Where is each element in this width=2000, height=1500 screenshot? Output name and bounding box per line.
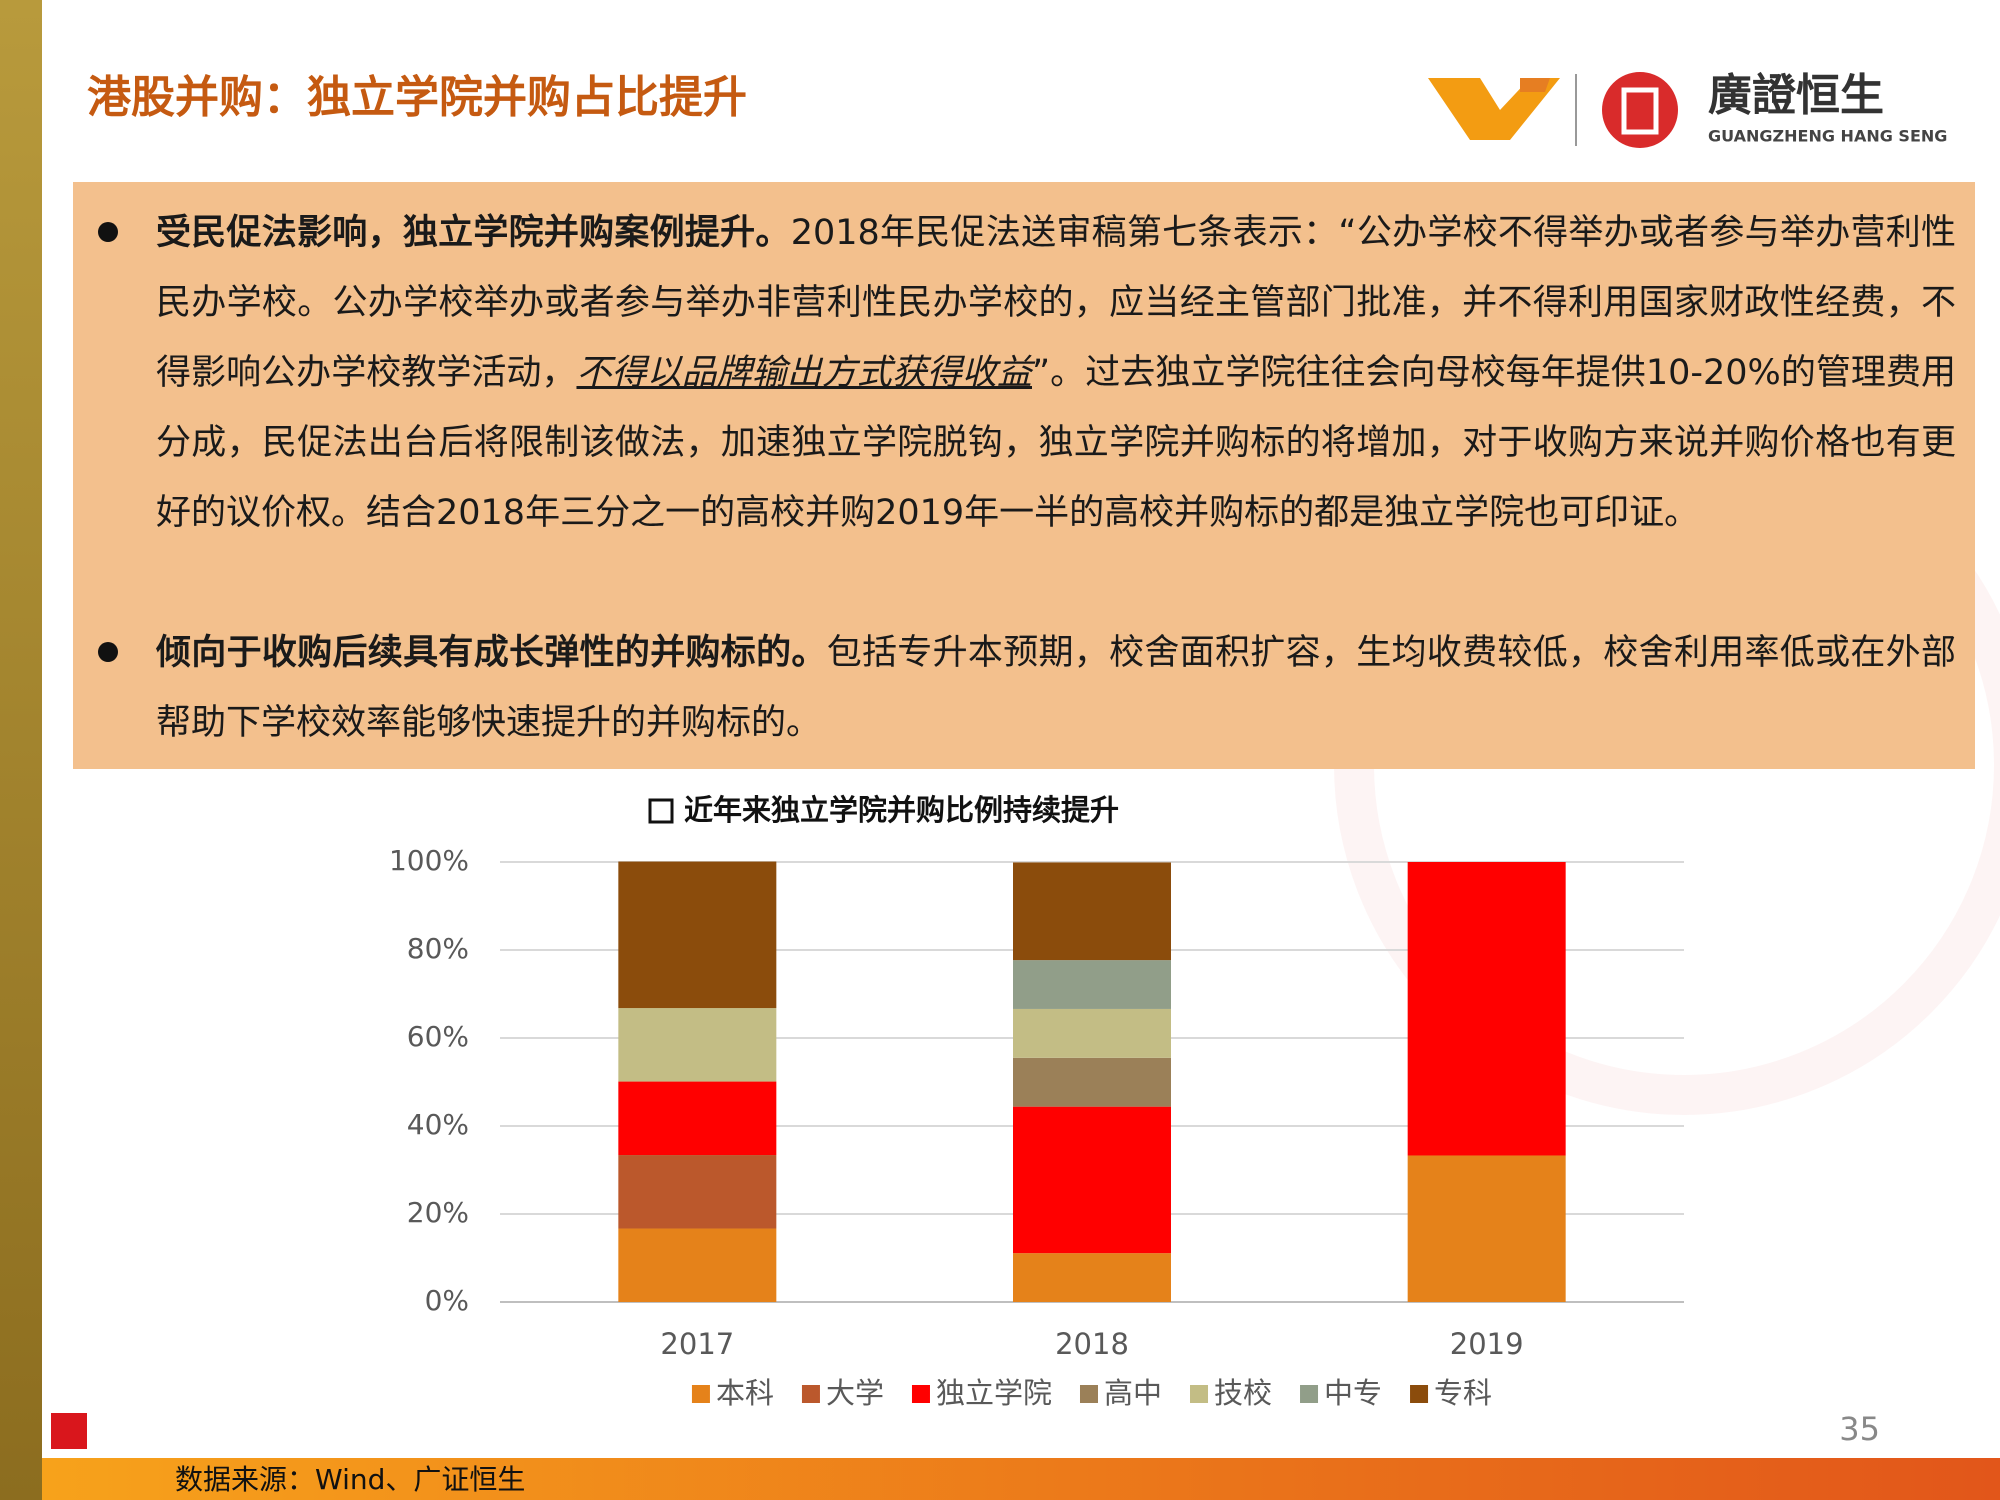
bullet-text: ”。过去独立学院往往会向母校每年提供10-20%的管理费用分成，民促法出台后将限…	[156, 353, 1956, 533]
y-tick-label: 20%	[407, 1196, 469, 1229]
bar-segment	[618, 1008, 777, 1082]
y-tick-label: 100%	[389, 844, 469, 877]
bullet-text: 2018年民促法送审稿第七条表示：“公办学校不得举办或者参与举办营利性民办学校。…	[156, 213, 1956, 393]
legend-swatch	[801, 1385, 820, 1403]
bar-segment	[1013, 960, 1171, 1009]
bar-segment	[1407, 862, 1566, 1156]
logo-subtitle: GUANGZHENG HANG SENG	[1708, 127, 1947, 146]
footer-bar	[42, 1458, 2000, 1500]
bullet-lead: 倾向于收购后续具有成长弹性的并购标的。	[156, 633, 827, 673]
text-box	[73, 182, 1975, 769]
chart: 近年来独立学院并购比例持续提升 0% 20% 40% 60% 80% 100% 2017 20…	[389, 793, 1684, 1410]
y-tick-label: 40%	[407, 1108, 469, 1141]
chart-title-box	[648, 798, 674, 824]
legend: 本科 大学 独立学院 高中 技校 中专 专科	[691, 1376, 1492, 1410]
bar-segment	[618, 861, 777, 1009]
source: 数据来源：Wind、广证恒生	[175, 1463, 525, 1496]
bar-segment	[618, 1155, 777, 1229]
bar-segment	[1013, 1008, 1171, 1058]
logo-mark	[1428, 78, 1560, 140]
bar-segment	[1013, 862, 1171, 961]
bar-segment	[1013, 1057, 1171, 1107]
bar-segment	[1013, 1106, 1171, 1254]
y-tick-label: 0%	[425, 1284, 469, 1317]
legend-label: 高中	[1104, 1376, 1162, 1410]
x-tick-label: 2018	[1055, 1327, 1129, 1361]
legend-swatch	[1079, 1385, 1098, 1403]
side-bar	[0, 0, 42, 1500]
bullet: 受民促法影响，独立学院并购案例提升。2018年民促法送审稿第七条表示：“公办学校…	[98, 198, 1956, 548]
page-number: 35	[1839, 1410, 1880, 1448]
slide-title: 港股并购：独立学院并购占比提升	[87, 72, 747, 123]
legend-label: 技校	[1214, 1376, 1272, 1410]
x-tick-label: 2019	[1450, 1327, 1524, 1361]
bar-segment	[1407, 1155, 1566, 1302]
logo: 廣證恒生 GUANGZHENG HANG SENG	[1428, 70, 1947, 148]
bullet-emphasis: 不得以品牌输出方式获得收益	[576, 353, 1032, 393]
bullet: 倾向于收购后续具有成长弹性的并购标的。包括专升本预期，校舍面积扩容，生均收费较低…	[98, 618, 1956, 758]
legend-swatch	[911, 1385, 930, 1403]
logo-mark	[1520, 78, 1550, 92]
logo-seal	[1602, 72, 1678, 148]
y-tick-label: 80%	[407, 932, 469, 965]
corner-square	[51, 1413, 87, 1449]
legend-label: 专科	[1434, 1376, 1492, 1410]
bullet-lead: 受民促法影响，独立学院并购案例提升。	[156, 213, 791, 253]
chart-title: 近年来独立学院并购比例持续提升	[684, 793, 1119, 827]
x-tick-label: 2017	[660, 1327, 734, 1361]
legend-swatch	[1190, 1385, 1209, 1403]
legend-label: 大学	[826, 1376, 884, 1410]
y-tick-label: 60%	[407, 1020, 469, 1053]
legend-label: 中专	[1324, 1376, 1382, 1410]
bar-segment	[618, 1228, 777, 1302]
legend-label: 独立学院	[936, 1376, 1052, 1410]
bar-segment	[1013, 1253, 1171, 1302]
legend-swatch	[1410, 1385, 1429, 1403]
legend-swatch	[691, 1385, 710, 1403]
logo-seal-inner	[1621, 87, 1659, 135]
bullet-text: 包括专升本预期，校舍面积扩容，生均收费较低，校舍利用率低或在外部帮助下学校效率能…	[156, 633, 1956, 743]
legend-swatch	[1300, 1385, 1319, 1403]
bullet-dot	[98, 642, 118, 662]
legend-label: 本科	[716, 1376, 774, 1410]
bullet-dot	[98, 222, 118, 242]
logo-name: 廣證恒生	[1708, 70, 1884, 121]
bar-segment	[618, 1081, 777, 1156]
